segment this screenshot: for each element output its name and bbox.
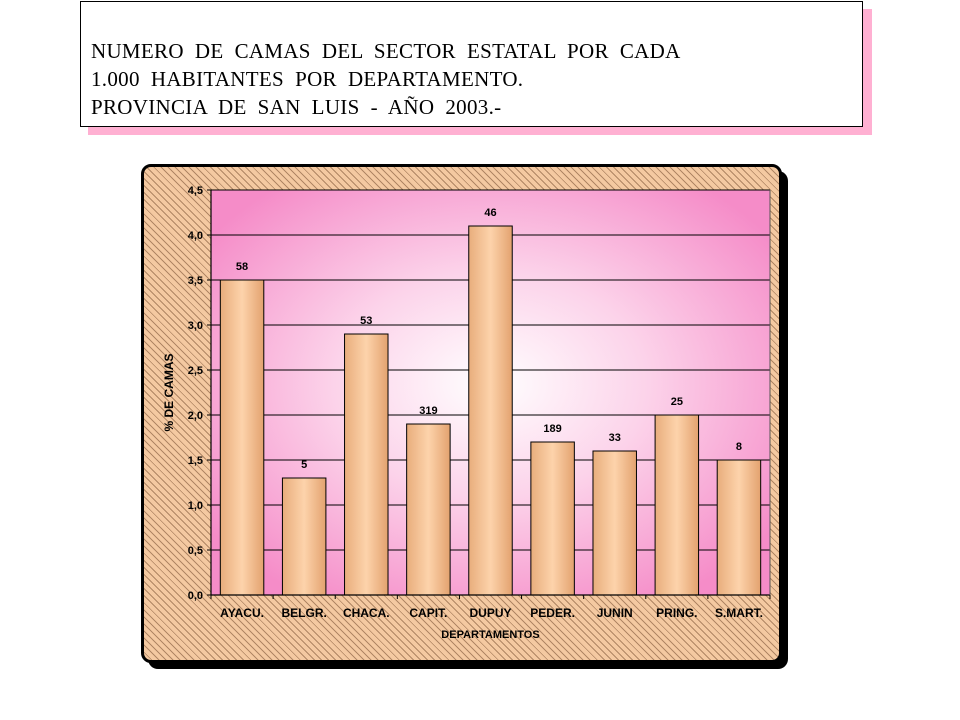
x-tick-label: S.MART.	[715, 606, 763, 620]
bar	[530, 441, 575, 596]
y-tick-label: 0,0	[188, 590, 203, 602]
title-line-2: 1.000 HABITANTES POR DEPARTAMENTO.	[91, 67, 524, 91]
y-tick-label: 2,5	[188, 365, 203, 377]
bar	[654, 414, 700, 596]
x-tick-label: JUNIN	[597, 606, 633, 620]
x-axis-label: DEPARTAMENTOS	[441, 629, 539, 641]
y-tick-label: 3,0	[188, 320, 203, 332]
data-label: 46	[484, 207, 496, 219]
bar	[592, 450, 637, 596]
x-tick-label: CAPIT.	[409, 606, 447, 620]
bar	[468, 225, 513, 596]
x-tick-label: PEDER.	[530, 606, 575, 620]
data-label: 25	[671, 396, 683, 408]
x-tick-label: DUPUY	[469, 606, 511, 620]
data-label: 319	[419, 405, 437, 417]
y-tick-label: 1,0	[188, 500, 203, 512]
y-tick-label: 0,5	[188, 545, 203, 557]
y-axis-label: % DE CAMAS	[162, 353, 176, 431]
x-tick-label: BELGR.	[281, 606, 326, 620]
y-tick-label: 4,0	[188, 230, 203, 242]
bar	[219, 279, 265, 596]
data-label: 53	[360, 315, 372, 327]
data-label: 8	[736, 441, 742, 453]
bar	[406, 423, 451, 596]
y-tick-label: 4,5	[188, 185, 203, 197]
x-tick-label: PRING.	[656, 606, 697, 620]
data-label: 189	[543, 423, 561, 435]
bar	[716, 459, 762, 596]
data-label: 5	[301, 459, 307, 471]
bar	[281, 477, 327, 596]
x-tick-label: CHACA.	[343, 606, 390, 620]
y-tick-label: 3,5	[188, 275, 203, 287]
title-box: NUMERO DE CAMAS DEL SECTOR ESTATAL POR C…	[80, 1, 863, 127]
bar	[344, 333, 389, 596]
y-tick-label: 1,5	[188, 455, 203, 467]
title-line-1: NUMERO DE CAMAS DEL SECTOR ESTATAL POR C…	[91, 39, 681, 63]
y-tick-label: 2,0	[188, 410, 203, 422]
data-label: 58	[236, 261, 248, 273]
x-tick-label: AYACU.	[220, 606, 264, 620]
title-line-3: PROVINCIA DE SAN LUIS - AÑO 2003.-	[91, 95, 502, 119]
data-label: 33	[609, 432, 621, 444]
